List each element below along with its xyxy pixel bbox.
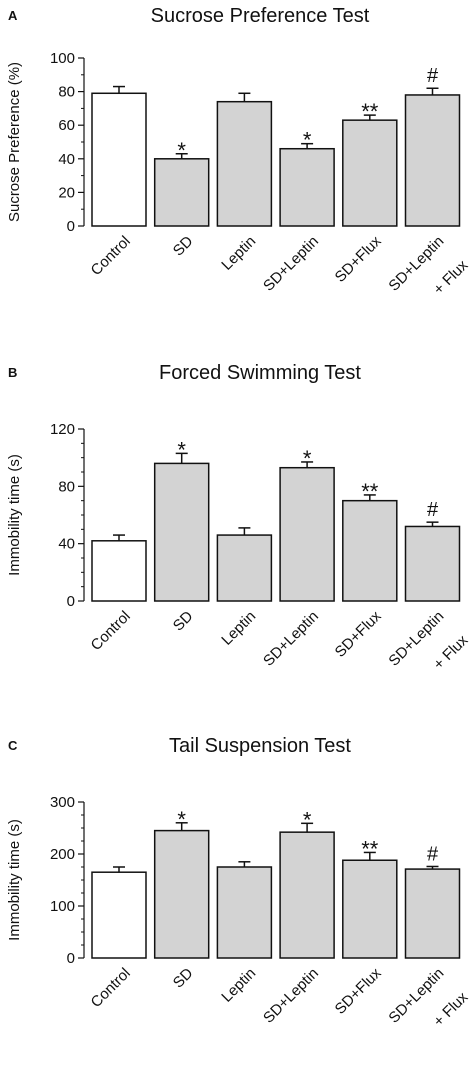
x-tick-label: SD xyxy=(170,965,197,992)
bar xyxy=(91,92,147,227)
y-tick-label: 300 xyxy=(50,794,75,811)
y-tick-label: 0 xyxy=(67,950,75,967)
bar xyxy=(153,462,210,602)
x-tick-label: SD xyxy=(170,608,197,635)
chart-panel-b: B Forced Swimming Test Immobility time (s)… xyxy=(6,362,472,673)
significance-marker: * xyxy=(303,807,312,832)
x-tick-label: Control xyxy=(88,608,134,654)
chart-title: Tail Suspension Test xyxy=(169,735,351,757)
x-tick-label: SD+Flux xyxy=(332,607,385,660)
significance-marker: # xyxy=(427,499,439,521)
y-axis-label: Immobility time (s) xyxy=(6,819,23,941)
x-tick-label: Leptin xyxy=(218,608,259,649)
bar xyxy=(153,829,210,959)
y-axis-label: Immobility time (s) xyxy=(6,454,23,576)
bar xyxy=(91,871,147,959)
y-tick-label: 0 xyxy=(67,218,75,235)
y-axis-label: Sucrose Preference (%) xyxy=(6,62,23,222)
x-tick-label: Control xyxy=(88,233,134,279)
y-tick-label: 60 xyxy=(58,117,75,134)
y-tick-label: 40 xyxy=(58,151,75,168)
bar xyxy=(404,94,461,227)
bar xyxy=(404,868,461,959)
significance-marker: * xyxy=(177,437,186,462)
y-tick-label: 20 xyxy=(58,184,75,201)
bar xyxy=(342,499,398,602)
x-tick-label: SD+Leptin xyxy=(260,233,322,295)
bar xyxy=(216,866,273,959)
bar xyxy=(216,534,273,602)
significance-marker: * xyxy=(177,807,186,832)
chart-title: Sucrose Preference Test xyxy=(151,5,370,27)
bar xyxy=(216,100,273,227)
y-tick-label: 100 xyxy=(50,50,75,67)
panel-label: C xyxy=(8,738,18,753)
significance-marker: ** xyxy=(361,99,379,124)
significance-marker: ** xyxy=(361,479,379,504)
y-tick-label: 100 xyxy=(50,898,75,915)
significance-marker: # xyxy=(427,65,439,87)
significance-marker: * xyxy=(303,446,312,471)
chart-panel-c: C Tail Suspension Test Immobility time (s)… xyxy=(6,735,472,1030)
chart-panel-a: A Sucrose Preference Test Sucrose Preferen… xyxy=(6,5,472,298)
bar xyxy=(279,466,335,602)
significance-marker: * xyxy=(303,128,312,153)
y-tick-label: 40 xyxy=(58,536,75,553)
bar xyxy=(404,525,461,602)
x-tick-label: + Flux xyxy=(430,988,472,1030)
bar xyxy=(279,831,335,959)
panel-label: B xyxy=(8,365,17,380)
bar xyxy=(91,540,147,602)
bar xyxy=(342,119,398,227)
y-tick-label: 200 xyxy=(50,846,75,863)
x-tick-label: SD+Leptin xyxy=(260,965,322,1027)
significance-marker: ** xyxy=(361,836,379,861)
y-tick-label: 80 xyxy=(58,84,75,101)
bar xyxy=(279,147,335,227)
x-tick-label: Control xyxy=(88,965,134,1011)
y-tick-label: 120 xyxy=(50,421,75,438)
x-tick-label: SD+Flux xyxy=(332,964,385,1017)
x-tick-label: + Flux xyxy=(430,631,472,673)
chart-title: Forced Swimming Test xyxy=(159,362,361,384)
y-tick-label: 80 xyxy=(58,478,75,495)
panel-label: A xyxy=(8,8,18,23)
x-tick-label: SD+Flux xyxy=(332,232,385,285)
x-tick-label: Leptin xyxy=(218,965,259,1006)
x-tick-label: SD xyxy=(170,233,197,260)
x-tick-label: Leptin xyxy=(218,233,259,274)
y-tick-label: 0 xyxy=(67,593,75,610)
x-tick-label: SD+Leptin xyxy=(260,608,322,670)
x-tick-label: + Flux xyxy=(430,256,472,298)
bar xyxy=(153,158,210,227)
significance-marker: * xyxy=(177,138,186,163)
bar xyxy=(342,859,398,959)
significance-marker: # xyxy=(427,843,439,865)
